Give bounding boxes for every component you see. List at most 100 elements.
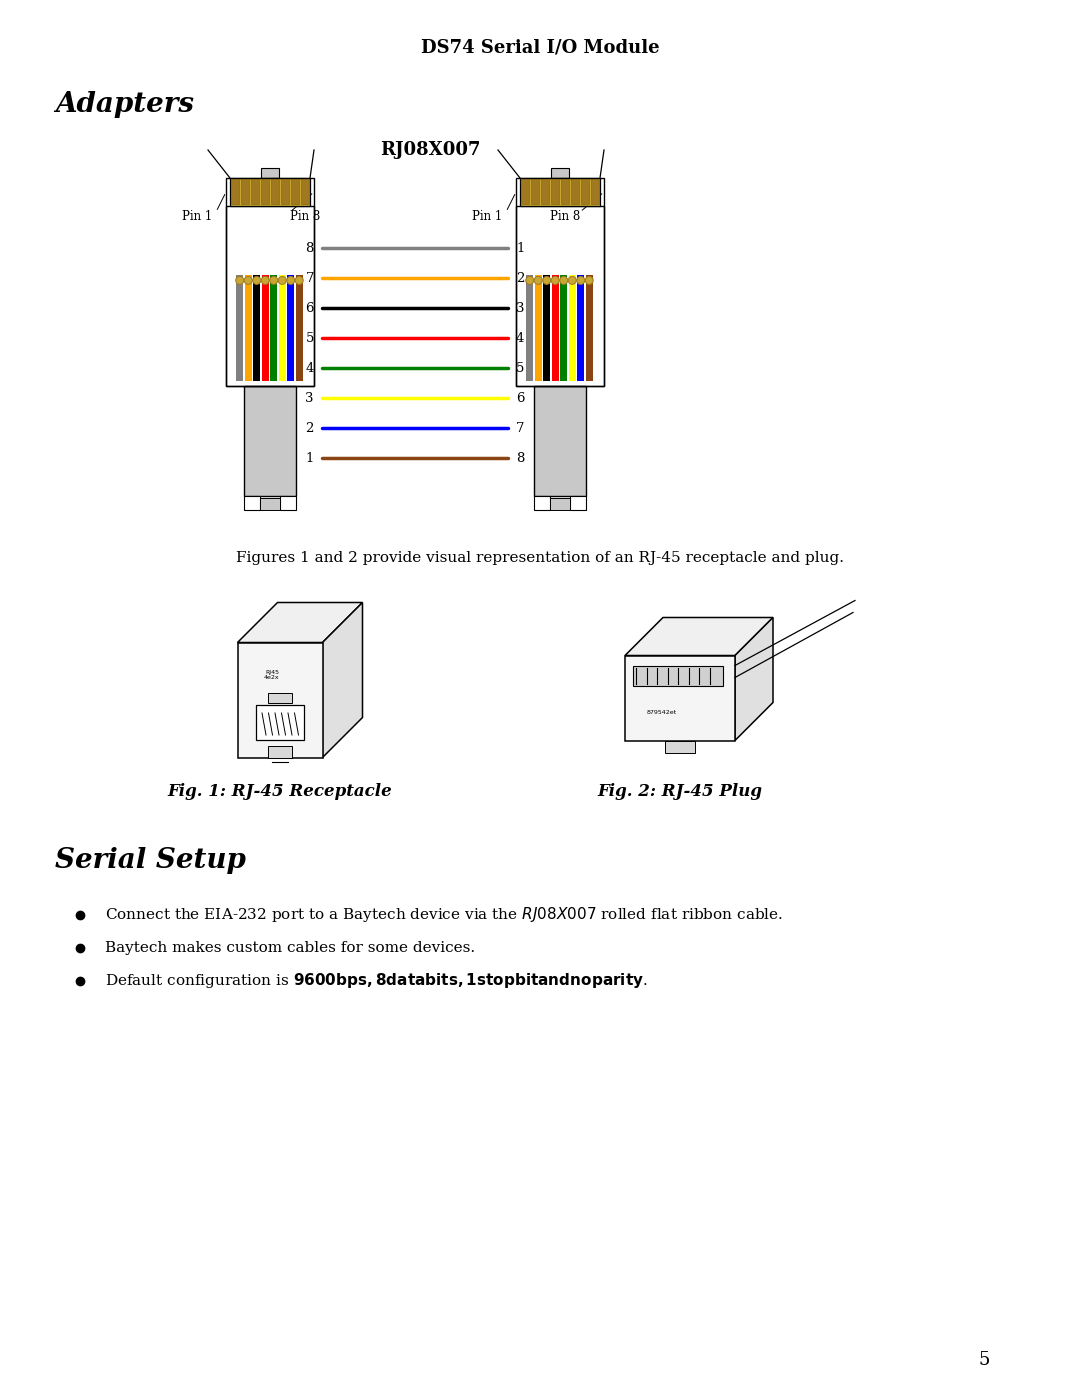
Bar [571, 179, 579, 204]
Bar [541, 179, 549, 204]
Bar [260, 497, 280, 510]
Circle shape [287, 277, 295, 285]
Circle shape [526, 277, 534, 285]
Bar [251, 179, 258, 204]
Text: 1: 1 [516, 242, 525, 254]
Bar [279, 211, 286, 381]
Bar [256, 705, 303, 740]
Text: Pin 8: Pin 8 [291, 210, 321, 222]
Text: 7: 7 [516, 422, 525, 434]
Bar [552, 211, 559, 381]
Circle shape [551, 277, 559, 285]
Bar [581, 179, 589, 204]
Bar [291, 179, 298, 204]
Bar [534, 496, 550, 510]
Polygon shape [735, 617, 773, 740]
Text: 1: 1 [306, 451, 314, 464]
Circle shape [279, 277, 286, 285]
Text: Baytech makes custom cables for some devices.: Baytech makes custom cables for some dev… [105, 942, 475, 956]
Circle shape [261, 277, 269, 285]
Text: 8: 8 [516, 451, 525, 464]
Bar [230, 177, 310, 205]
Bar [287, 211, 295, 381]
Bar [561, 211, 567, 381]
Bar [238, 643, 323, 757]
Bar [570, 496, 586, 510]
Bar [517, 207, 603, 275]
Circle shape [235, 277, 244, 285]
Bar [241, 179, 248, 204]
Text: 5: 5 [306, 331, 314, 345]
Bar [268, 693, 292, 703]
Bar [534, 386, 586, 496]
Text: Fig. 2: RJ-45 Plug: Fig. 2: RJ-45 Plug [597, 784, 762, 800]
Text: 6: 6 [516, 391, 525, 405]
Circle shape [585, 277, 593, 285]
Text: 2: 2 [306, 422, 314, 434]
Bar [231, 179, 239, 204]
Bar [516, 177, 604, 386]
Text: Fig. 1: RJ-45 Receptacle: Fig. 1: RJ-45 Receptacle [167, 784, 392, 800]
Bar [244, 496, 260, 510]
Bar [261, 168, 279, 177]
Bar [237, 211, 243, 381]
Circle shape [270, 277, 278, 285]
Text: Pin 8: Pin 8 [550, 210, 580, 222]
Bar [301, 179, 309, 204]
Circle shape [295, 277, 303, 285]
Bar [531, 179, 539, 204]
Bar [268, 746, 292, 757]
Text: 7: 7 [306, 271, 314, 285]
Text: 8: 8 [306, 242, 314, 254]
Text: 6: 6 [306, 302, 314, 314]
Circle shape [244, 277, 253, 285]
Bar [281, 179, 288, 204]
Text: Pin 1: Pin 1 [181, 210, 212, 222]
Bar [270, 211, 278, 381]
Text: Figures 1 and 2 provide visual representation of an RJ-45 receptacle and plug.: Figures 1 and 2 provide visual represent… [237, 550, 843, 564]
Bar [226, 205, 314, 386]
Bar [585, 211, 593, 381]
Text: RJ08X007: RJ08X007 [380, 141, 481, 159]
Bar [561, 179, 568, 204]
Text: DS74 Serial I/O Module: DS74 Serial I/O Module [421, 39, 659, 57]
Bar [227, 207, 313, 275]
Circle shape [568, 277, 577, 285]
Bar [271, 179, 279, 204]
Bar [253, 211, 260, 381]
Polygon shape [238, 602, 363, 643]
Polygon shape [323, 602, 363, 757]
Text: Adapters: Adapters [55, 91, 194, 119]
Text: 5: 5 [516, 362, 525, 374]
Bar [519, 177, 600, 205]
Text: 3: 3 [516, 302, 525, 314]
Circle shape [543, 277, 551, 285]
Text: RJ45
4e2x: RJ45 4e2x [265, 669, 280, 680]
Bar [244, 386, 296, 496]
Bar [261, 211, 269, 381]
Bar [244, 211, 252, 381]
Bar [535, 211, 542, 381]
Circle shape [535, 277, 542, 285]
Text: 4: 4 [516, 331, 525, 345]
Bar [226, 177, 314, 386]
Text: 2: 2 [516, 271, 525, 285]
Bar [526, 211, 534, 381]
Bar [543, 211, 551, 381]
Text: Connect the EIA-232 port to a Baytech device via the $\it{RJ08X007}$ rolled flat: Connect the EIA-232 port to a Baytech de… [105, 905, 783, 925]
Bar [568, 211, 576, 381]
Circle shape [559, 277, 568, 285]
Text: 879542et: 879542et [647, 710, 677, 714]
Bar [577, 211, 584, 381]
Bar [521, 179, 528, 204]
Circle shape [577, 277, 584, 285]
Bar [261, 179, 269, 204]
Text: 5: 5 [978, 1351, 990, 1369]
Bar [625, 655, 735, 740]
Bar [280, 496, 296, 510]
Bar [633, 665, 723, 686]
Text: 3: 3 [306, 391, 314, 405]
Bar [550, 497, 570, 510]
Text: 4: 4 [306, 362, 314, 374]
Bar [296, 211, 303, 381]
